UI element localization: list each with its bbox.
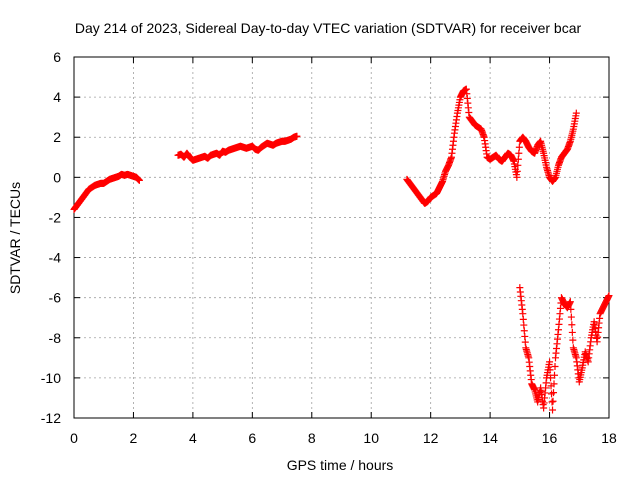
data-point (550, 380, 558, 388)
data-point (572, 109, 580, 117)
x-tick-label: 2 (130, 430, 138, 446)
data-point (135, 176, 143, 184)
data-point (549, 397, 557, 405)
x-axis-label: GPS time / hours (287, 457, 394, 473)
data-point (569, 336, 577, 344)
data-point (546, 358, 554, 366)
data-point (568, 328, 576, 336)
x-tick-label: 14 (482, 430, 498, 446)
data-points (70, 85, 613, 414)
data-point (513, 167, 521, 175)
data-point (548, 398, 556, 406)
x-tick-label: 18 (601, 430, 617, 446)
y-tick-label: 0 (53, 169, 61, 185)
data-point (513, 173, 521, 181)
data-point (568, 321, 576, 329)
data-point (605, 292, 613, 300)
x-tick-label: 16 (542, 430, 558, 446)
data-point (551, 363, 559, 371)
data-point (514, 161, 522, 169)
data-point (546, 366, 554, 374)
x-tick-label: 6 (248, 430, 256, 446)
data-point (515, 149, 523, 157)
y-axis-label: SDTVAR / TECUs (7, 182, 23, 294)
y-tick-label: -8 (49, 330, 62, 346)
x-tick-label: 4 (189, 430, 197, 446)
ticks: 0 2 4 6 8 10 12 14 16 18 -12 -10 -8 -6 -4 -2 0 2 4 6 (41, 49, 617, 446)
y-tick-label: 2 (53, 129, 61, 145)
y-tick-label: -10 (41, 370, 61, 386)
x-tick-label: 10 (363, 430, 379, 446)
data-point (551, 371, 559, 379)
x-tick-label: 0 (70, 430, 78, 446)
x-tick-label: 8 (308, 430, 316, 446)
y-tick-label: 6 (53, 49, 61, 65)
series-segment-4 (516, 284, 613, 414)
data-point (514, 155, 522, 163)
data-point (549, 406, 557, 414)
plot-frame (73, 56, 610, 419)
data-point (550, 389, 558, 397)
data-point (566, 298, 574, 306)
data-point (567, 313, 575, 321)
data-point (567, 305, 575, 313)
chart-title: Day 214 of 2023, Sidereal Day-to-day VTE… (75, 20, 582, 36)
series-segment-3 (403, 85, 580, 207)
y-tick-label: 4 (53, 89, 61, 105)
series-segment-1 (70, 170, 143, 213)
data-point (547, 374, 555, 382)
series-segment-2 (174, 132, 301, 164)
x-tick-label: 12 (423, 430, 439, 446)
data-point (293, 132, 301, 140)
data-point (515, 143, 523, 151)
y-tick-label: -12 (41, 410, 61, 426)
y-tick-label: -4 (49, 250, 62, 266)
y-tick-label: -2 (49, 209, 62, 225)
y-tick-label: -6 (49, 290, 62, 306)
